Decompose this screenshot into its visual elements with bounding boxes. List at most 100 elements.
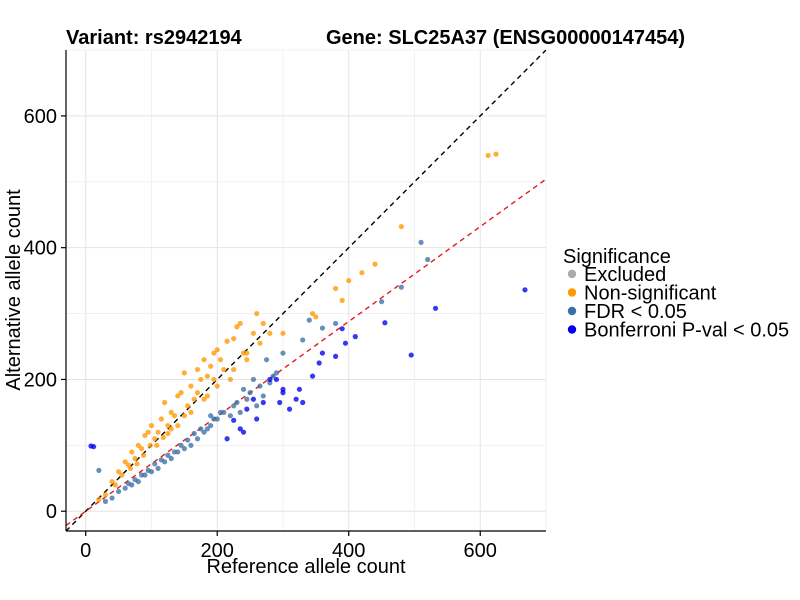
- point-non-significant: [204, 373, 210, 379]
- point-non-significant: [139, 446, 145, 452]
- point-bonferroni-p-val-0-05: [352, 334, 358, 340]
- chart-title-variant: Variant: rs2942194: [66, 27, 243, 49]
- point-bonferroni-p-val-0-05: [91, 444, 97, 450]
- y-tick-label: 400: [24, 238, 57, 260]
- point-bonferroni-p-val-0-05: [293, 396, 299, 402]
- point-fdr-0-05: [158, 457, 164, 463]
- point-non-significant: [485, 152, 491, 159]
- point-non-significant: [147, 442, 153, 448]
- point-fdr-0-05: [254, 403, 260, 409]
- point-non-significant: [165, 430, 171, 437]
- x-tick-label: 200: [201, 540, 234, 562]
- legend-label: Non-significant: [584, 283, 717, 305]
- point-non-significant: [217, 357, 224, 363]
- legend-marker: [567, 306, 577, 316]
- point-fdr-0-05: [227, 413, 233, 419]
- point-fdr-0-05: [250, 376, 256, 383]
- point-bonferroni-p-val-0-05: [231, 417, 237, 423]
- point-non-significant: [194, 390, 201, 396]
- point-bonferroni-p-val-0-05: [286, 406, 293, 412]
- point-non-significant: [122, 459, 128, 465]
- legend-title: Significance: [563, 246, 671, 268]
- point-bonferroni-p-val-0-05: [332, 353, 339, 359]
- point-fdr-0-05: [425, 256, 431, 263]
- point-non-significant: [168, 409, 174, 415]
- point-non-significant: [155, 429, 161, 435]
- point-fdr-0-05: [211, 416, 217, 422]
- point-fdr-0-05: [122, 485, 128, 491]
- point-non-significant: [96, 496, 102, 502]
- point-non-significant: [221, 366, 227, 373]
- point-fdr-0-05: [201, 429, 207, 435]
- point-non-significant: [188, 383, 194, 389]
- point-non-significant: [231, 366, 237, 373]
- point-fdr-0-05: [178, 442, 184, 448]
- point-bonferroni-p-val-0-05: [237, 426, 243, 432]
- y-axis-ticks: 0 200 400 600: [24, 106, 66, 523]
- point-fdr-0-05: [139, 472, 145, 478]
- point-fdr-0-05: [181, 446, 187, 452]
- point-fdr-0-05: [168, 455, 174, 462]
- point-fdr-0-05: [306, 317, 312, 323]
- point-bonferroni-p-val-0-05: [260, 399, 266, 406]
- point-bonferroni-p-val-0-05: [408, 352, 414, 358]
- point-bonferroni-p-val-0-05: [224, 436, 230, 442]
- legend-marker: [567, 325, 577, 334]
- point-non-significant: [165, 422, 171, 429]
- point-non-significant: [234, 324, 240, 330]
- point-bonferroni-p-val-0-05: [316, 360, 322, 366]
- point-non-significant: [178, 390, 184, 396]
- point-non-significant: [119, 472, 125, 478]
- point-fdr-0-05: [237, 409, 243, 415]
- point-fdr-0-05: [198, 426, 204, 432]
- point-non-significant: [140, 452, 147, 458]
- point-bonferroni-p-val-0-05: [277, 399, 283, 406]
- point-bonferroni-p-val-0-05: [522, 287, 528, 293]
- point-fdr-0-05: [155, 465, 161, 472]
- point-bonferroni-p-val-0-05: [382, 320, 388, 326]
- point-non-significant: [214, 383, 220, 389]
- point-fdr-0-05: [257, 383, 263, 389]
- point-non-significant: [280, 330, 286, 336]
- point-non-significant: [254, 310, 260, 317]
- legend-marker: [567, 269, 577, 279]
- point-non-significant: [134, 461, 140, 467]
- point-non-significant: [372, 261, 378, 267]
- point-non-significant: [135, 442, 141, 448]
- point-fdr-0-05: [234, 399, 240, 406]
- point-fdr-0-05: [116, 488, 122, 495]
- point-bonferroni-p-val-0-05: [273, 376, 280, 383]
- legend-label: FDR < 0.05: [584, 301, 687, 323]
- point-non-significant: [175, 422, 181, 429]
- point-fdr-0-05: [273, 370, 280, 376]
- point-non-significant: [201, 357, 207, 363]
- point-non-significant: [162, 399, 168, 406]
- point-fdr-0-05: [332, 320, 339, 327]
- point-non-significant: [188, 409, 194, 415]
- point-fdr-0-05: [217, 409, 224, 415]
- point-non-significant: [152, 436, 158, 442]
- point-non-significant: [250, 330, 256, 336]
- point-fdr-0-05: [132, 477, 138, 483]
- point-fdr-0-05: [244, 396, 250, 402]
- point-fdr-0-05: [185, 437, 191, 443]
- point-non-significant: [224, 338, 230, 344]
- x-tick-label: 600: [464, 540, 497, 562]
- point-non-significant: [142, 432, 148, 439]
- point-fdr-0-05: [263, 357, 270, 363]
- point-fdr-0-05: [109, 495, 115, 501]
- point-non-significant: [160, 434, 166, 441]
- point-non-significant: [198, 376, 204, 383]
- point-fdr-0-05: [208, 422, 214, 429]
- point-fdr-0-05: [418, 239, 424, 245]
- legend: Significance ExcludedNon-significantFDR …: [563, 246, 789, 342]
- point-fdr-0-05: [280, 350, 286, 356]
- point-non-significant: [181, 370, 187, 376]
- point-fdr-0-05: [270, 373, 276, 379]
- point-non-significant: [201, 396, 207, 402]
- point-fdr-0-05: [165, 452, 171, 458]
- point-bonferroni-p-val-0-05: [319, 350, 326, 356]
- point-non-significant: [204, 393, 210, 399]
- point-fdr-0-05: [102, 498, 109, 504]
